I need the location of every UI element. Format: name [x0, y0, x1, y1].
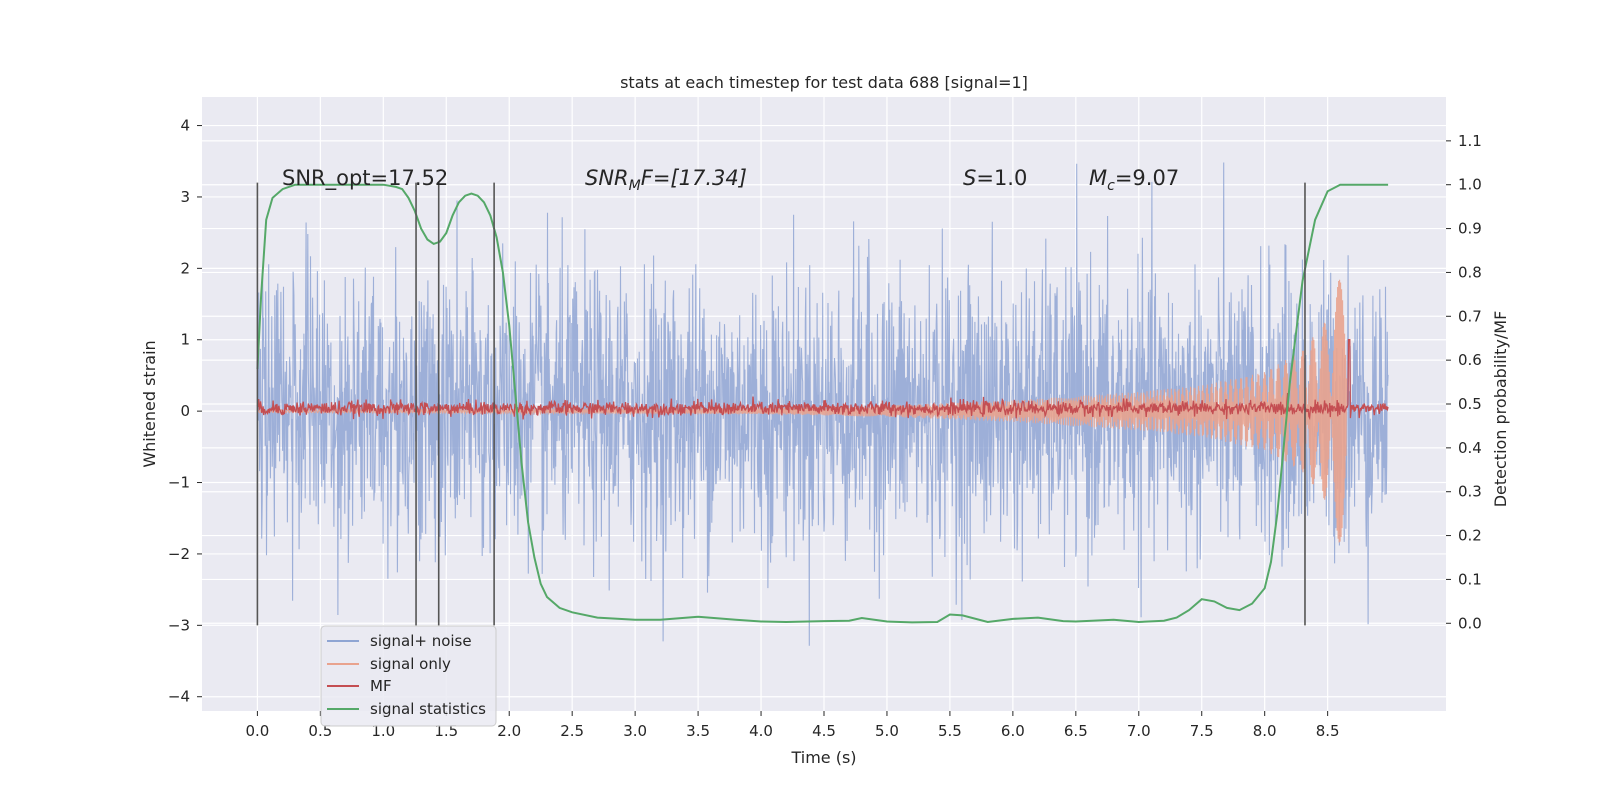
legend-label-signal-only: signal only — [370, 655, 451, 673]
series-signal-statistics — [256, 183, 1389, 624]
x-axis-label: Time (s) — [790, 748, 856, 767]
y-tick-label: 2 — [180, 259, 190, 277]
y-tick-label: −4 — [168, 688, 190, 706]
x-tick-label: 5.0 — [875, 722, 899, 740]
right-tick-label: 0.2 — [1458, 527, 1482, 545]
x-tick-label: 6.5 — [1064, 722, 1088, 740]
right-tick-label: 0.7 — [1458, 307, 1482, 325]
x-tick-label: 6.0 — [1001, 722, 1025, 740]
right-tick-label: 0.9 — [1458, 220, 1482, 238]
x-tick-label: 7.5 — [1190, 722, 1214, 740]
x-tick-label: 4.5 — [812, 722, 836, 740]
y-tick-label: 0 — [180, 402, 190, 420]
x-tick-label: 3.5 — [686, 722, 710, 740]
right-tick-label: 0.6 — [1458, 351, 1482, 369]
y-tick-label: −2 — [168, 545, 190, 563]
vertical-markers — [256, 182, 1306, 626]
y-axis-ticks: 4 3 2 1 0 −1 −2 −3 −4 — [168, 117, 202, 706]
x-tick-label: 0.0 — [245, 722, 269, 740]
right-tick-label: 0.5 — [1458, 395, 1482, 413]
legend-label-mf: MF — [370, 677, 392, 695]
x-tick-label: 8.5 — [1316, 722, 1340, 740]
right-tick-label: 1.0 — [1458, 176, 1482, 194]
x-tick-label: 7.0 — [1127, 722, 1151, 740]
chart-title: stats at each timestep for test data 688… — [620, 73, 1028, 92]
right-axis-label: Detection probability/MF — [1491, 311, 1510, 508]
y-tick-label: 4 — [180, 117, 190, 135]
right-tick-label: 0.0 — [1458, 614, 1482, 632]
right-tick-label: 0.3 — [1458, 483, 1482, 501]
y-tick-label: 3 — [180, 188, 190, 206]
x-tick-label: 2.5 — [560, 722, 584, 740]
series-mf — [256, 339, 1389, 421]
legend: signal+ noise signal only MF signal stat… — [320, 625, 497, 727]
right-axis-ticks: 1.1 1.0 0.9 0.8 0.7 0.6 0.5 0.4 0.3 0.2 0.1 0.0 — [1446, 132, 1482, 632]
legend-box — [320, 625, 497, 727]
right-tick-label: 1.1 — [1458, 132, 1482, 150]
annotation-snr-opt: SNR_opt=17.52 — [282, 166, 448, 191]
x-tick-label: 4.0 — [749, 722, 773, 740]
x-tick-label: 8.0 — [1253, 722, 1277, 740]
x-tick-label: 2.0 — [497, 722, 521, 740]
right-tick-label: 0.1 — [1458, 570, 1482, 588]
y-tick-label: −1 — [168, 474, 190, 492]
annotation-mc: Mc=9.07 — [1089, 166, 1179, 194]
legend-label-signal-statistics: signal statistics — [370, 700, 486, 718]
annotation-snr-mf: SNRMF=[17.34] — [585, 166, 747, 194]
x-tick-label: 5.5 — [938, 722, 962, 740]
right-tick-label: 0.4 — [1458, 439, 1482, 457]
y-tick-label: −3 — [168, 616, 190, 634]
right-tick-label: 0.8 — [1458, 263, 1482, 281]
series-layer — [256, 162, 1389, 646]
annotations: SNR_opt=17.52 SNRMF=[17.34] S=1.0 Mc=9.0… — [282, 166, 1179, 194]
y-tick-label: 1 — [180, 331, 190, 349]
y-axis-label: Whitened strain — [140, 340, 159, 467]
x-tick-label: 3.0 — [623, 722, 647, 740]
annotation-s: S=1.0 — [963, 166, 1027, 190]
legend-label-signal-noise: signal+ noise — [370, 632, 472, 650]
series-signal-noise — [256, 162, 1389, 646]
